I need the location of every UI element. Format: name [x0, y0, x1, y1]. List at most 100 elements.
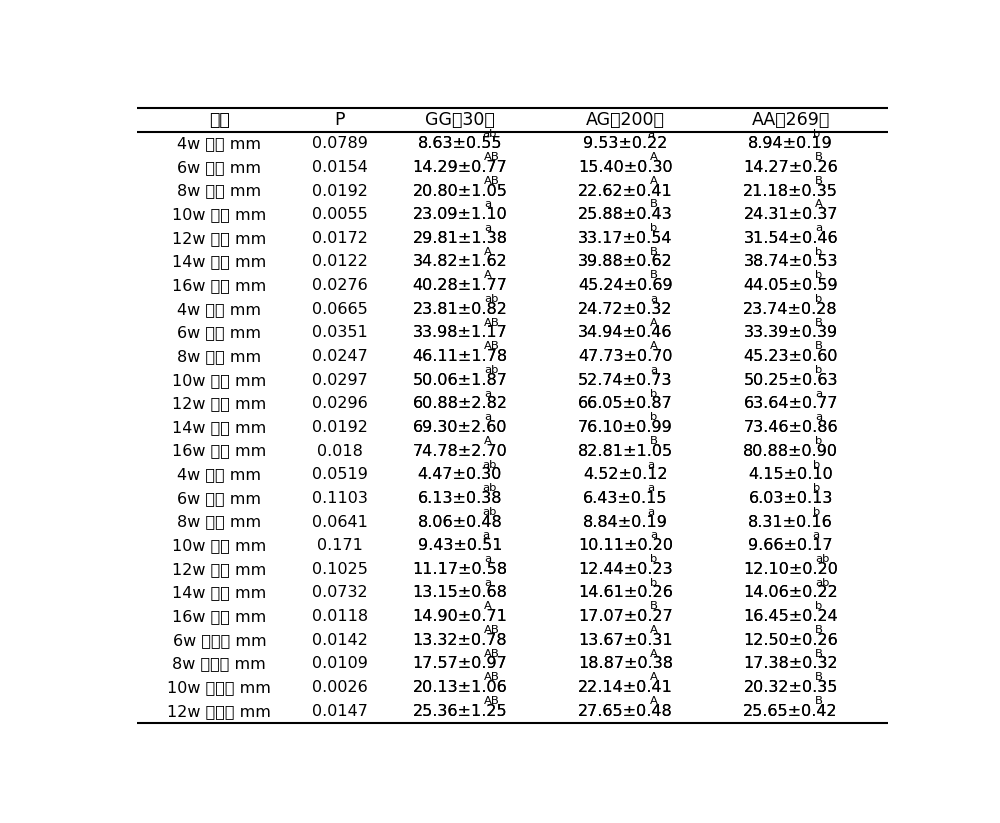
- Text: 27.65±0.48: 27.65±0.48: [578, 704, 673, 718]
- Text: a: a: [650, 531, 657, 541]
- Text: 0.0142: 0.0142: [312, 633, 368, 648]
- Text: 9.53±0.22: 9.53±0.22: [583, 137, 667, 151]
- Text: ab: ab: [482, 507, 496, 517]
- Text: 14.90±0.71: 14.90±0.71: [412, 609, 507, 624]
- Text: 15.40±0.30: 15.40±0.30: [578, 160, 673, 174]
- Text: 14.90±0.71: 14.90±0.71: [412, 609, 507, 624]
- Text: 21.18±0.35: 21.18±0.35: [743, 184, 838, 198]
- Text: P: P: [334, 111, 345, 129]
- Text: 39.88±0.62: 39.88±0.62: [578, 254, 673, 269]
- Text: 50.06±1.87: 50.06±1.87: [412, 373, 507, 388]
- Text: ab: ab: [815, 578, 830, 588]
- Text: 4.47±0.30: 4.47±0.30: [418, 467, 502, 482]
- Text: 10w 冠高 mm: 10w 冠高 mm: [172, 207, 266, 222]
- Text: b: b: [813, 507, 820, 517]
- Text: 0.0026: 0.0026: [312, 680, 367, 695]
- Text: 14w 冠长 mm: 14w 冠长 mm: [172, 420, 266, 435]
- Text: 14.29±0.77: 14.29±0.77: [413, 160, 507, 174]
- Text: 17.07±0.27: 17.07±0.27: [578, 609, 673, 624]
- Text: 25.65±0.42: 25.65±0.42: [743, 704, 838, 718]
- Text: 17.57±0.97: 17.57±0.97: [413, 657, 507, 672]
- Text: 60.88±2.82: 60.88±2.82: [412, 397, 507, 412]
- Text: 0.1103: 0.1103: [312, 491, 368, 506]
- Text: 8w 肉坠长 mm: 8w 肉坠长 mm: [172, 657, 266, 672]
- Text: 8w 冠长 mm: 8w 冠长 mm: [177, 349, 261, 364]
- Text: 20.80±1.05: 20.80±1.05: [412, 184, 507, 198]
- Text: 60.88±2.82: 60.88±2.82: [412, 397, 507, 412]
- Text: 0.0118: 0.0118: [312, 609, 368, 624]
- Text: 4w 冠厕 mm: 4w 冠厕 mm: [177, 467, 261, 482]
- Text: 12.50±0.26: 12.50±0.26: [743, 633, 838, 648]
- Text: 0.0247: 0.0247: [312, 349, 367, 364]
- Text: 66.05±0.87: 66.05±0.87: [578, 397, 673, 412]
- Text: b: b: [813, 483, 820, 493]
- Text: 6.13±0.38: 6.13±0.38: [418, 491, 502, 506]
- Text: GG（30）: GG（30）: [425, 111, 495, 129]
- Text: 13.67±0.31: 13.67±0.31: [578, 633, 673, 648]
- Text: a: a: [484, 412, 492, 422]
- Text: A: A: [484, 271, 492, 281]
- Text: 6.43±0.15: 6.43±0.15: [583, 491, 668, 506]
- Text: b: b: [813, 459, 820, 469]
- Text: 17.38±0.32: 17.38±0.32: [743, 657, 838, 672]
- Text: 8.84±0.19: 8.84±0.19: [583, 514, 668, 529]
- Text: 0.018: 0.018: [317, 444, 363, 458]
- Text: ab: ab: [482, 128, 496, 138]
- Text: b: b: [815, 294, 822, 304]
- Text: 38.74±0.53: 38.74±0.53: [743, 254, 838, 269]
- Text: 73.46±0.86: 73.46±0.86: [743, 420, 838, 435]
- Text: 66.05±0.87: 66.05±0.87: [578, 397, 673, 412]
- Text: 14.06±0.22: 14.06±0.22: [743, 585, 838, 601]
- Text: 14w 冠厕 mm: 14w 冠厕 mm: [172, 585, 266, 601]
- Text: 76.10±0.99: 76.10±0.99: [578, 420, 673, 435]
- Text: A: A: [650, 625, 658, 635]
- Text: 16w 冠高 mm: 16w 冠高 mm: [172, 278, 266, 293]
- Text: a: a: [484, 199, 492, 210]
- Text: 33.98±1.17: 33.98±1.17: [413, 325, 507, 341]
- Text: 45.24±0.69: 45.24±0.69: [578, 278, 673, 293]
- Text: 8w 冠厕 mm: 8w 冠厕 mm: [177, 514, 261, 529]
- Text: 25.88±0.43: 25.88±0.43: [578, 207, 673, 222]
- Text: 50.06±1.87: 50.06±1.87: [412, 373, 507, 388]
- Text: AB: AB: [484, 152, 500, 162]
- Text: 16w 冠长 mm: 16w 冠长 mm: [172, 444, 266, 458]
- Text: B: B: [815, 318, 823, 328]
- Text: b: b: [815, 271, 822, 281]
- Text: 14.27±0.26: 14.27±0.26: [743, 160, 838, 174]
- Text: 45.23±0.60: 45.23±0.60: [743, 349, 838, 364]
- Text: 23.74±0.28: 23.74±0.28: [743, 302, 838, 317]
- Text: 63.64±0.77: 63.64±0.77: [743, 397, 838, 412]
- Text: 0.0192: 0.0192: [312, 184, 368, 198]
- Text: 6.43±0.15: 6.43±0.15: [583, 491, 668, 506]
- Text: b: b: [813, 128, 820, 138]
- Text: 12.44±0.23: 12.44±0.23: [578, 562, 673, 577]
- Text: 52.74±0.73: 52.74±0.73: [578, 373, 673, 388]
- Text: a: a: [647, 459, 654, 469]
- Text: 0.0665: 0.0665: [312, 302, 367, 317]
- Text: B: B: [650, 271, 658, 281]
- Text: 23.81±0.82: 23.81±0.82: [412, 302, 507, 317]
- Text: 10w 肉坠长 mm: 10w 肉坠长 mm: [167, 680, 271, 695]
- Text: a: a: [484, 388, 492, 398]
- Text: B: B: [815, 152, 823, 162]
- Text: 16.45±0.24: 16.45±0.24: [743, 609, 838, 624]
- Text: a: a: [482, 531, 489, 541]
- Text: 20.13±1.06: 20.13±1.06: [413, 680, 507, 695]
- Text: 4.52±0.12: 4.52±0.12: [583, 467, 668, 482]
- Text: b: b: [650, 223, 657, 233]
- Text: 13.32±0.78: 13.32±0.78: [413, 633, 507, 648]
- Text: 69.30±2.60: 69.30±2.60: [413, 420, 507, 435]
- Text: 0.0192: 0.0192: [312, 420, 368, 435]
- Text: 10w 冠厕 mm: 10w 冠厕 mm: [172, 538, 266, 553]
- Text: 47.73±0.70: 47.73±0.70: [578, 349, 673, 364]
- Text: 12w 冠厕 mm: 12w 冠厕 mm: [172, 562, 266, 577]
- Text: 11.17±0.58: 11.17±0.58: [412, 562, 507, 577]
- Text: 4.47±0.30: 4.47±0.30: [418, 467, 502, 482]
- Text: 34.94±0.46: 34.94±0.46: [578, 325, 673, 341]
- Text: 16.45±0.24: 16.45±0.24: [743, 609, 838, 624]
- Text: a: a: [650, 294, 657, 304]
- Text: 22.14±0.41: 22.14±0.41: [578, 680, 673, 695]
- Text: 50.25±0.63: 50.25±0.63: [743, 373, 838, 388]
- Text: A: A: [650, 318, 658, 328]
- Text: 8w 冠高 mm: 8w 冠高 mm: [177, 184, 261, 198]
